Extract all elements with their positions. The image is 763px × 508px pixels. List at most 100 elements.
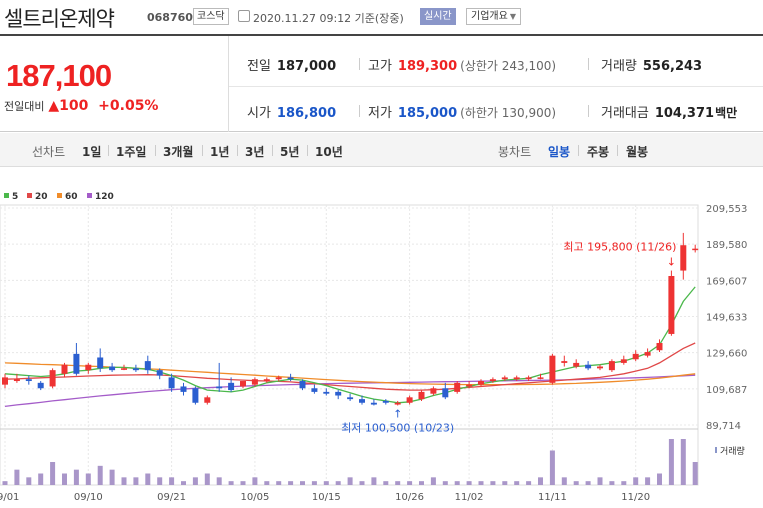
high-label: 고가 <box>368 59 392 74</box>
x-tick-label: 11/11 <box>538 492 567 503</box>
divider <box>578 145 579 156</box>
candle-body <box>501 377 508 380</box>
volume-bar <box>252 477 258 485</box>
y-tick-label: 189,580 <box>706 240 747 251</box>
y-tick-label: 109,687 <box>706 385 747 396</box>
candle-body <box>680 245 687 271</box>
company-overview-dropdown[interactable]: 기업개요 ▼ <box>466 8 521 25</box>
volume-legend-swatch <box>715 447 717 453</box>
candle-body <box>168 377 175 389</box>
candle-body <box>692 248 699 251</box>
volume-bar <box>526 481 532 485</box>
amount-value: 104,371 <box>654 106 715 121</box>
candle-body <box>109 366 116 371</box>
volume-bar <box>502 481 508 485</box>
low-cell: 저가 185,000 (하한가 130,900) <box>368 102 556 121</box>
candle-body <box>204 397 211 403</box>
high-annotation: 최고 195,800 (11/26) <box>563 241 676 254</box>
candle-body <box>323 391 330 394</box>
volume-bar <box>538 477 543 485</box>
change-label: 전일대비 <box>4 100 45 113</box>
candlestick-chart[interactable]: 5 20 60 120 209,553 189,580 169,607 149,633 129,… <box>0 167 763 508</box>
x-tick-label: 09/10 <box>74 492 103 503</box>
tab-3month[interactable]: 3개월 <box>163 145 194 159</box>
candle-body <box>132 368 139 371</box>
amount-unit: 백만 <box>715 106 738 120</box>
volume-bar <box>621 481 627 485</box>
candle-body <box>489 379 496 382</box>
candle-body <box>240 381 246 387</box>
volume-bar <box>633 477 639 485</box>
candle-body <box>192 388 199 403</box>
candle-body <box>49 370 56 387</box>
x-tick-label: 10/26 <box>395 492 424 503</box>
candle-body <box>513 377 520 380</box>
divider <box>202 145 203 156</box>
candle-body <box>382 400 389 403</box>
down-arrow-icon: ↓ <box>667 256 676 269</box>
legend-label: 120 <box>95 192 114 202</box>
volume-bar <box>169 477 175 485</box>
volume-bar <box>300 481 305 485</box>
divider <box>237 145 238 156</box>
open-label: 시가 <box>247 106 271 121</box>
volume-bar <box>335 481 341 485</box>
candle-body <box>478 381 484 385</box>
tab-weekly[interactable]: 주봉 <box>587 145 610 159</box>
volume-bar <box>395 481 401 485</box>
lower-limit: (하한가 130,900) <box>460 106 557 120</box>
prev-close-label: 전일 <box>247 59 271 74</box>
legend-swatch <box>57 193 62 198</box>
tab-daily[interactable]: 일봉 <box>548 145 571 159</box>
candle-body <box>656 342 663 351</box>
tab-10year[interactable]: 10년 <box>315 145 343 159</box>
volume-bar <box>38 473 44 485</box>
candle-body <box>561 361 568 363</box>
y-tick-label: 209,553 <box>706 204 747 215</box>
candle-body <box>216 386 223 389</box>
divider <box>359 58 360 70</box>
volume-bar <box>466 481 472 485</box>
candle-body <box>525 377 532 380</box>
candle-body <box>97 357 104 369</box>
open-cell: 시가 186,800 <box>247 102 336 121</box>
volume-bar <box>478 481 484 485</box>
y-tick-label: 169,607 <box>706 276 747 287</box>
candle-body <box>228 382 235 391</box>
volume-bar <box>430 477 436 485</box>
stock-header: 셀트리온제약 068760 코스닥 2020.11.27 09:12 기준(장중… <box>0 0 763 34</box>
volume-bar <box>192 477 198 485</box>
candle-body <box>180 386 187 392</box>
candle-body <box>347 397 354 400</box>
high-value: 189,300 <box>397 59 458 74</box>
candle-body <box>25 379 32 382</box>
tab-1week[interactable]: 1주일 <box>116 145 147 159</box>
tab-1year[interactable]: 1년 <box>210 145 230 159</box>
volume-bar <box>383 481 389 485</box>
tab-1day[interactable]: 1일 <box>82 145 102 159</box>
low-annotation: 최저 100,500 (10/23) <box>341 421 454 434</box>
volume-bar <box>442 481 448 485</box>
ma60-line <box>4 362 696 386</box>
candle-body <box>144 361 151 371</box>
tab-5year[interactable]: 5년 <box>280 145 300 159</box>
legend-label: 5 <box>12 192 18 202</box>
volume-bar <box>359 481 365 485</box>
realtime-button[interactable]: 실시간 <box>420 8 456 25</box>
volume-bar <box>490 481 496 485</box>
chevron-down-icon: ▼ <box>509 12 516 21</box>
candle-body <box>597 366 603 369</box>
stock-name: 셀트리온제약 <box>4 7 115 31</box>
legend-label: 60 <box>65 192 78 202</box>
volume-bar <box>2 481 8 485</box>
candle-body <box>668 275 675 334</box>
tab-3year[interactable]: 3년 <box>245 145 265 159</box>
volume-bar <box>228 481 234 485</box>
tab-monthly[interactable]: 월봉 <box>626 145 649 159</box>
volume-bar <box>371 477 377 485</box>
volume-bar <box>645 477 651 485</box>
volume-cell: 거래량 556,243 <box>601 55 702 74</box>
x-tick-label: 11/20 <box>621 492 650 503</box>
volume-bar <box>657 473 662 485</box>
y-tick-label: 129,660 <box>706 349 747 360</box>
